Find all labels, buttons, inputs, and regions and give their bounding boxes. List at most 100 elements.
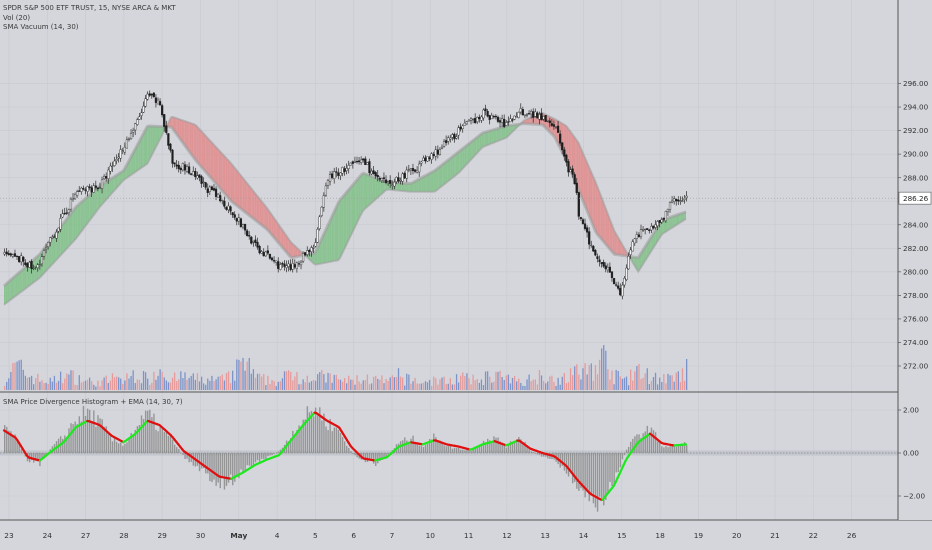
legend-symbol[interactable]: SPDR S&P 500 ETF TRUST, 15, NYSE ARCA & … <box>3 4 176 12</box>
candle-body <box>498 120 502 123</box>
volume-bar <box>113 377 116 390</box>
histogram-bar <box>422 446 425 453</box>
vacuum-bear-segment <box>587 162 589 215</box>
legend-oscillator[interactable]: SMA Price Divergence Histogram + EMA (14… <box>3 398 183 406</box>
volume-bar <box>14 362 16 390</box>
histogram-bar <box>522 443 524 453</box>
histogram-bar <box>153 413 155 453</box>
volume-bar <box>650 380 653 390</box>
histogram-bar <box>64 435 66 453</box>
histogram-bar <box>252 453 255 465</box>
histogram-bar <box>12 435 14 453</box>
histogram-bar <box>472 449 474 453</box>
volume-bar <box>319 372 321 390</box>
histogram-bar <box>385 453 387 457</box>
histogram-bar <box>80 421 83 453</box>
histogram-bar <box>180 452 182 454</box>
histogram-bar <box>368 453 371 461</box>
candle-body <box>78 190 81 192</box>
candle-body <box>403 173 406 179</box>
volume-bar <box>497 371 499 390</box>
histogram-bar <box>184 453 186 459</box>
candle-body <box>98 187 102 189</box>
vacuum-bull-segment <box>46 243 49 271</box>
volume-bar <box>337 379 340 390</box>
last-price-tag <box>898 191 932 205</box>
histogram-bar <box>412 435 414 453</box>
volume-bar <box>300 384 302 390</box>
candle-body <box>314 242 317 247</box>
vacuum-bear-segment <box>232 164 235 204</box>
vacuum-bull-segment <box>327 221 330 263</box>
histogram-bar <box>327 430 329 453</box>
volume-bar <box>26 377 29 390</box>
histogram-bar <box>14 434 16 453</box>
price-axis[interactable]: 296.00294.00292.00290.00288.00286.00284.… <box>897 0 932 520</box>
legend-vacuum[interactable]: SMA Vacuum (14, 30) <box>3 23 79 31</box>
vacuum-bull-segment <box>155 126 158 148</box>
histogram-bar <box>312 416 315 453</box>
histogram-bar <box>381 453 383 460</box>
candle-body <box>447 137 450 142</box>
time-axis-label: 21 <box>770 531 780 540</box>
volume-bar <box>428 379 431 390</box>
candle-body <box>631 241 634 252</box>
volume-bar <box>321 369 323 390</box>
candle-body <box>451 134 454 138</box>
candle-body <box>275 260 278 263</box>
candle-body <box>384 179 388 183</box>
volume-bar <box>207 378 209 390</box>
volume-bar <box>171 377 174 390</box>
candle-body <box>625 267 628 280</box>
vacuum-bear-segment <box>273 217 276 239</box>
candle-body <box>424 157 427 162</box>
candle-body <box>212 188 216 191</box>
volume-bar <box>157 375 159 390</box>
histogram-bar <box>207 453 209 474</box>
histogram-bar <box>617 453 619 473</box>
histogram-bar <box>370 453 373 461</box>
histogram-bar <box>217 453 219 483</box>
histogram-bar <box>258 453 261 462</box>
volume-bar <box>530 381 532 390</box>
volume-bar <box>356 375 358 390</box>
volume-bar <box>70 370 72 390</box>
histogram-bar <box>540 453 543 457</box>
candle-body <box>432 154 435 156</box>
candle-body <box>142 105 145 113</box>
legend-volume[interactable]: Vol (20) <box>3 13 31 22</box>
candle-body <box>328 174 332 182</box>
volume-bar <box>62 383 64 390</box>
candle-body <box>136 119 139 125</box>
vacuum-bear-segment <box>595 182 598 235</box>
volume-bar <box>134 383 136 390</box>
histogram-bar <box>66 437 68 453</box>
candle-body <box>683 198 686 200</box>
histogram-bar <box>428 438 431 453</box>
time-axis[interactable]: 23 24 27 28 29 30 May 4 5 6 7 10 11 12 13 14 15 18 19 20 21 2… <box>4 531 856 540</box>
volume-bar <box>613 384 615 390</box>
histogram-bar <box>248 453 251 466</box>
volume-bar <box>625 376 628 390</box>
candle-body <box>540 112 543 121</box>
histogram-bar <box>526 445 528 453</box>
volume-bar <box>200 376 203 390</box>
candle-body <box>608 266 612 273</box>
vacuum-bear-segment <box>610 222 613 253</box>
vacuum-bull-segment <box>17 272 20 295</box>
histogram-bar <box>215 453 217 486</box>
histogram-bar <box>536 453 539 455</box>
histogram-bar <box>267 453 269 457</box>
histogram-bar <box>489 440 491 453</box>
time-axis-label: 22 <box>809 531 818 540</box>
histogram-bar <box>619 453 622 468</box>
histogram-bar <box>126 442 128 453</box>
histogram-bar <box>453 447 456 453</box>
volume-bar <box>596 374 599 390</box>
volume-bar <box>453 384 456 390</box>
candle-body <box>65 212 68 214</box>
volume-bar <box>457 382 460 390</box>
histogram-bar <box>632 438 634 453</box>
vacuum-bull-segment <box>65 218 68 251</box>
